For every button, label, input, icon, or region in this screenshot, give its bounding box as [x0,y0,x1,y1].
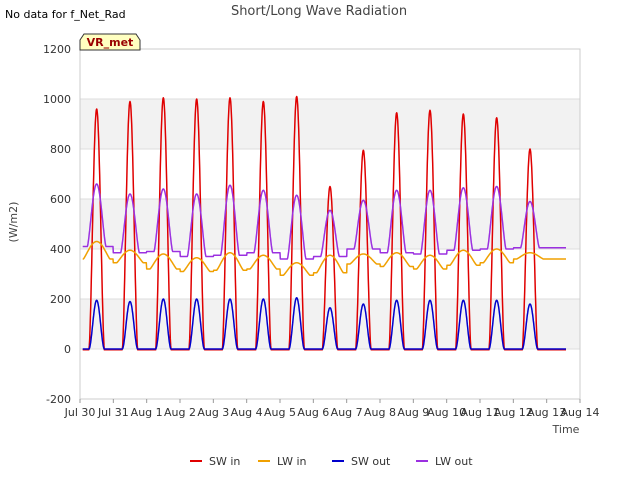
x-tick-label: Aug 8 [364,406,396,419]
x-tick-label: Aug 6 [297,406,329,419]
x-tick-label: Aug 4 [231,406,263,419]
y-tick-label: 0 [64,343,71,356]
x-tick-label: Aug 2 [164,406,196,419]
badge-label: VR_met [87,36,134,49]
plot-band [80,299,580,349]
x-axis-label: Time [552,423,580,436]
plot-band [80,249,580,299]
series-layer [82,95,567,351]
y-tick-label: 200 [50,293,71,306]
plot-band [80,199,580,249]
legend-item: LW out [416,455,473,468]
plot-band [80,149,580,199]
plot-band [80,49,580,99]
x-tick-label: Aug 10 [427,406,466,419]
series-line-sw-out [82,297,567,350]
series-line-lw-out [82,183,567,260]
no-data-note: No data for f_Net_Rad [5,8,126,21]
legend-label: LW out [435,455,473,468]
y-tick-labels: -200 0 200 400 600 800 1000 1200 [43,43,71,406]
y-axis-label: (W/m2) [7,202,20,243]
x-tick-label: Jul 31 [97,406,129,419]
plot-bands [80,49,580,399]
x-tick-label: Aug 14 [561,406,600,419]
plot-band [80,99,580,149]
y-tick-label: 1000 [43,93,71,106]
legend-label: SW in [209,455,240,468]
x-tick-label: Jul 30 [64,406,96,419]
x-tick-label: Aug 1 [131,406,163,419]
x-tick-label: Aug 5 [264,406,296,419]
chart-title: Short/Long Wave Radiation [231,4,407,19]
x-tick-label: Aug 7 [331,406,363,419]
x-tick-label: Aug 3 [197,406,229,419]
y-tick-label: 600 [50,193,71,206]
y-tick-label: 1200 [43,43,71,56]
y-tick-label: 800 [50,143,71,156]
vr-met-badge: VR_met [79,33,141,51]
x-tick-label: Aug 12 [494,406,533,419]
series-line-lw-in [82,240,567,277]
legend-item: LW in [258,455,307,468]
plot-frame [79,48,581,400]
x-tick-label: Aug 11 [461,406,500,419]
x-tick-label: Aug 13 [527,406,566,419]
legend-item: SW out [332,455,391,468]
legend-label: SW out [351,455,391,468]
plot-band [80,349,580,399]
x-tick-label: Aug 9 [397,406,429,419]
x-tick-labels: Jul 30 Jul 31 Aug 1 Aug 2 Aug 3 Aug 4 Aug 5 Aug… [64,399,600,419]
legend-label: LW in [277,455,307,468]
y-tick-label: -200 [46,393,71,406]
badge-shape [79,33,141,51]
series-line-sw-in [82,95,567,351]
y-tick-label: 400 [50,243,71,256]
legend-item: SW in [190,455,240,468]
legend: SW in LW in SW out LW out [190,455,473,468]
